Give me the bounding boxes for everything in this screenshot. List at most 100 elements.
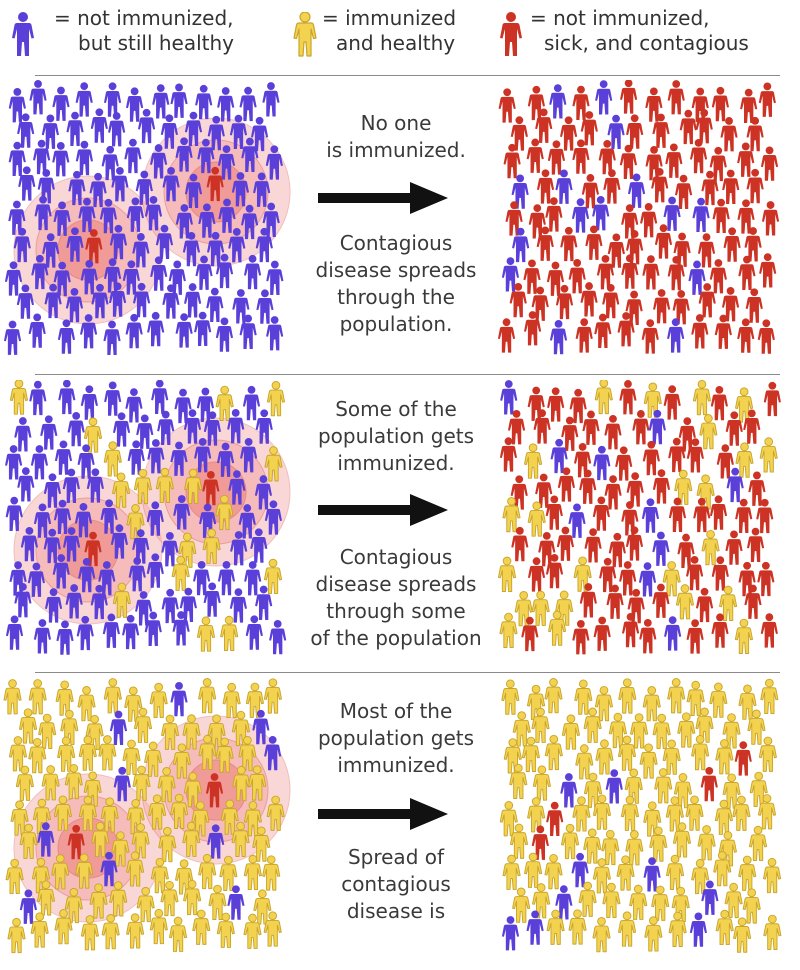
person-icon-immunized — [182, 821, 201, 857]
person-icon-immunized — [36, 880, 56, 916]
person-icon-immunized — [78, 795, 97, 832]
person-icon-not-immunized — [74, 503, 93, 538]
person-icon-sick — [592, 496, 610, 531]
person-icon-not-immunized — [44, 283, 62, 319]
person-icon-sick — [698, 283, 716, 318]
person-icon-immunized — [652, 713, 671, 750]
person-icon-not-immunized — [215, 253, 234, 289]
person-icon-immunized — [266, 381, 285, 417]
person-icon-sick — [725, 411, 743, 446]
person-icon-not-immunized — [571, 198, 590, 233]
person-icon-sick — [585, 225, 603, 260]
person-icon-not-immunized — [227, 885, 245, 920]
person-icon-not-immunized — [80, 260, 98, 295]
person-icon-immunized — [112, 472, 131, 508]
person-icon-not-immunized — [14, 583, 32, 618]
person-icon-not-immunized — [33, 139, 51, 175]
person-icon-not-immunized — [126, 197, 144, 232]
person-icon-not-immunized — [550, 438, 568, 474]
person-icon-not-immunized — [162, 284, 180, 319]
person-icon-sick — [205, 773, 224, 808]
person-icon-not-immunized — [595, 80, 613, 115]
person-icon-not-immunized — [241, 204, 259, 240]
person-icon-sick — [579, 469, 597, 504]
person-icon-sick — [545, 553, 564, 589]
person-icon-immunized — [618, 911, 637, 947]
person-icon-not-immunized — [174, 388, 192, 424]
person-icon-not-immunized — [91, 283, 109, 319]
person-icon-immunized — [77, 686, 96, 722]
person-icon-sick — [569, 388, 587, 424]
person-icon-immunized — [714, 799, 733, 835]
person-icon-immunized — [19, 708, 38, 744]
person-icon-not-immunized — [40, 415, 58, 450]
person-icon-not-immunized — [29, 80, 47, 115]
person-icon-not-immunized — [689, 912, 707, 947]
person-icon-not-immunized — [197, 138, 215, 174]
person-icon-immunized — [758, 736, 777, 772]
person-icon-sick — [626, 114, 644, 149]
person-icon-not-immunized — [195, 255, 213, 290]
person-icon-immunized — [9, 380, 28, 415]
person-icon-not-immunized — [76, 615, 94, 651]
person-icon-not-immunized — [144, 196, 163, 231]
person-icon-not-immunized — [726, 467, 744, 503]
person-icon-sick — [665, 143, 683, 178]
person-icon-sick — [619, 561, 637, 596]
person-icon-not-immunized — [99, 198, 118, 234]
person-icon-sick — [761, 201, 780, 236]
person-icon-sick — [640, 202, 658, 238]
person-icon-not-immunized — [103, 82, 122, 117]
person-icon-not-immunized — [52, 554, 70, 589]
person-icon-immunized — [148, 794, 167, 830]
person-icon-immunized — [548, 610, 567, 646]
divider-1 — [35, 75, 780, 76]
person-icon-not-immunized — [132, 233, 150, 268]
person-icon-sick — [607, 233, 625, 268]
person-icon-immunized — [191, 801, 210, 837]
legend-not-immunized-line2: but still healthy — [78, 31, 235, 55]
person-icon-not-immunized — [162, 166, 180, 202]
person-icon-immunized — [512, 711, 531, 747]
person-icon-not-immunized — [555, 169, 573, 204]
person-icon-not-immunized — [155, 224, 174, 260]
person-icon-not-immunized — [549, 84, 567, 119]
person-icon-not-immunized — [592, 196, 610, 231]
person-icon-sick — [757, 561, 775, 597]
person-icon-sick — [757, 319, 775, 354]
person-icon-sick — [568, 259, 586, 294]
person-icon-immunized — [734, 618, 753, 654]
person-icon-sick — [738, 255, 756, 291]
person-icon-sick — [596, 255, 615, 290]
person-icon-not-immunized — [215, 317, 234, 352]
person-icon-immunized — [742, 888, 761, 924]
person-icon-sick — [500, 12, 522, 56]
person-icon-not-immunized — [13, 227, 31, 263]
person-icon-not-immunized — [627, 173, 646, 208]
person-icon-immunized — [215, 494, 234, 531]
person-icon-immunized — [248, 765, 267, 801]
right-arrow-icon — [318, 182, 448, 214]
person-icon-immunized — [100, 797, 119, 833]
person-icon-immunized — [512, 887, 531, 923]
person-icon-immunized — [665, 854, 685, 890]
person-icon-sick — [758, 82, 776, 117]
person-icon-sick — [547, 140, 566, 175]
person-icon-immunized — [220, 615, 239, 652]
person-icon-immunized — [524, 852, 543, 888]
person-icon-immunized — [691, 734, 710, 771]
person-icon-immunized — [198, 734, 217, 771]
person-icon-immunized — [183, 879, 202, 916]
person-icon-immunized — [617, 735, 637, 771]
person-icon-not-immunized — [264, 500, 282, 535]
person-icon-immunized — [630, 713, 649, 749]
person-icon-immunized — [625, 830, 644, 866]
person-icon-sick — [509, 282, 527, 318]
person-icon-sick — [67, 824, 85, 860]
person-icon-not-immunized — [110, 524, 128, 559]
person-icon-immunized — [713, 851, 732, 887]
person-icon-immunized — [252, 826, 271, 862]
person-icon-sick — [621, 254, 639, 289]
person-icon-not-immunized — [33, 503, 52, 538]
person-icon-not-immunized — [549, 319, 568, 355]
